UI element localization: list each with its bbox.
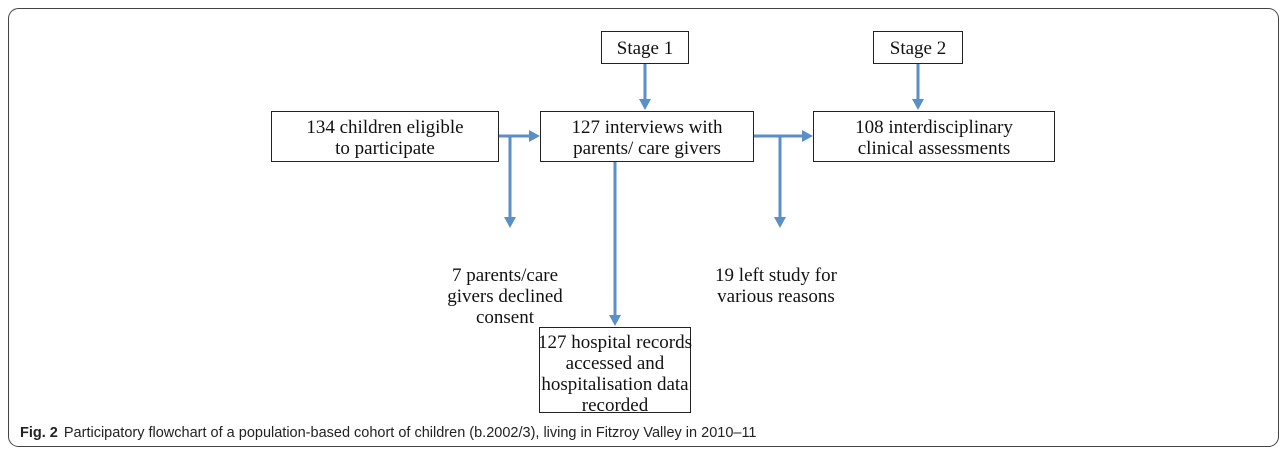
arrowhead	[802, 130, 813, 142]
node-label: 108 interdisciplinary	[855, 117, 1013, 138]
node-label: 127 interviews with	[572, 117, 723, 138]
node-label: to participate	[335, 138, 435, 159]
node-label: recorded	[582, 395, 649, 416]
arrowhead	[912, 99, 924, 110]
arrowhead	[774, 217, 786, 228]
caption-text: Participatory flowchart of a population-…	[64, 425, 757, 441]
node-label: Stage 1	[617, 38, 673, 59]
note-label: givers declined	[447, 286, 563, 307]
arrowhead	[609, 315, 621, 326]
stage-box	[873, 31, 963, 64]
node-label: 127 hospital records	[538, 332, 692, 353]
node-label: clinical assessments	[858, 138, 1011, 159]
note-label: 19 left study for	[715, 265, 838, 286]
stage-box	[601, 31, 689, 64]
arrowhead	[504, 217, 516, 228]
node-label: accessed and	[566, 353, 665, 374]
caption: Fig. 2 Participatory flowchart of a popul…	[20, 425, 757, 441]
note-label: various reasons	[717, 286, 835, 307]
node-label: hospitalisation data	[541, 374, 689, 395]
arrowhead	[529, 130, 540, 142]
process-box	[271, 111, 499, 162]
arrows	[498, 63, 924, 326]
node-label: 134 children eligible	[306, 117, 463, 138]
note-label: 7 parents/care	[452, 265, 558, 286]
caption-label: Fig. 2	[20, 425, 58, 441]
process-box	[539, 327, 691, 413]
node-label: Stage 2	[890, 38, 946, 59]
process-box	[813, 111, 1055, 162]
note-label: consent	[476, 307, 535, 328]
arrowhead	[639, 99, 651, 110]
process-box	[540, 111, 754, 162]
node-label: parents/ care givers	[573, 138, 721, 159]
